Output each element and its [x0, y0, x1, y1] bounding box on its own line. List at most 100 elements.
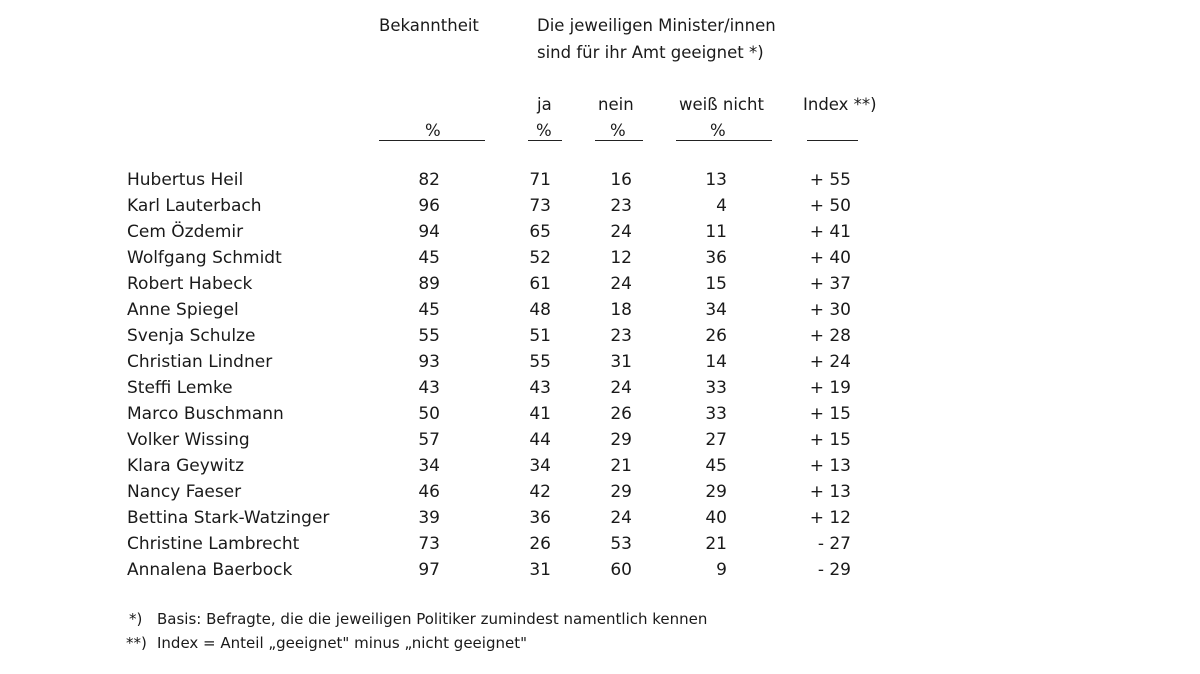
row-name: Volker Wissing: [127, 430, 250, 450]
cell-nein: 18: [610, 300, 632, 320]
cell-weiss-nicht: 15: [705, 274, 727, 294]
footnote-1-text: Basis: Befragte, die die jeweiligen Poli…: [157, 610, 708, 628]
cell-index: + 37: [809, 274, 851, 294]
cell-bekanntheit: 39: [418, 508, 440, 528]
cell-ja: 42: [529, 482, 551, 502]
row-name: Wolfgang Schmidt: [127, 248, 282, 268]
cell-ja: 73: [529, 196, 551, 216]
cell-index: + 15: [809, 430, 851, 450]
cell-nein: 24: [610, 378, 632, 398]
header-question-line1: Die jeweiligen Minister/innen: [537, 16, 776, 35]
cell-ja: 43: [529, 378, 551, 398]
cell-nein: 31: [610, 352, 632, 372]
cell-nein: 53: [610, 534, 632, 554]
header-col-weiss-nicht: weiß nicht: [679, 95, 764, 114]
table-row: Marco Buschmann 50 41 26 33 + 15: [0, 401, 1200, 427]
cell-index: + 41: [809, 222, 851, 242]
cell-nein: 29: [610, 430, 632, 450]
cell-bekanntheit: 43: [418, 378, 440, 398]
cell-ja: 48: [529, 300, 551, 320]
cell-weiss-nicht: 11: [705, 222, 727, 242]
row-name: Christine Lambrecht: [127, 534, 300, 554]
rule-nein: [595, 140, 643, 141]
footnote-2-marker: **): [126, 634, 147, 652]
cell-index: + 55: [809, 170, 851, 190]
cell-weiss-nicht: 26: [705, 326, 727, 346]
cell-index: + 19: [809, 378, 851, 398]
cell-weiss-nicht: 4: [716, 196, 727, 216]
cell-bekanntheit: 45: [418, 248, 440, 268]
table-row: Svenja Schulze 55 51 23 26 + 28: [0, 323, 1200, 349]
row-name: Karl Lauterbach: [127, 196, 262, 216]
cell-index: + 12: [809, 508, 851, 528]
cell-ja: 41: [529, 404, 551, 424]
cell-index: + 40: [809, 248, 851, 268]
cell-index: + 50: [809, 196, 851, 216]
cell-bekanntheit: 93: [418, 352, 440, 372]
header-question-line2: sind für ihr Amt geeignet *): [537, 43, 764, 62]
unit-bekanntheit: %: [425, 121, 441, 140]
header-bekanntheit: Bekanntheit: [379, 16, 479, 35]
table-row: Wolfgang Schmidt 45 52 12 36 + 40: [0, 245, 1200, 271]
cell-ja: 51: [529, 326, 551, 346]
cell-index: + 24: [809, 352, 851, 372]
cell-nein: 23: [610, 196, 632, 216]
row-name: Annalena Baerbock: [127, 560, 293, 580]
cell-bekanntheit: 94: [418, 222, 440, 242]
cell-nein: 16: [610, 170, 632, 190]
row-name: Christian Lindner: [127, 352, 273, 372]
cell-ja: 65: [529, 222, 551, 242]
cell-index: + 13: [809, 456, 851, 476]
row-name: Steffi Lemke: [127, 378, 233, 398]
unit-ja: %: [536, 121, 552, 140]
cell-ja: 71: [529, 170, 551, 190]
cell-bekanntheit: 73: [418, 534, 440, 554]
cell-index: + 15: [809, 404, 851, 424]
footnote-2-text: Index = Anteil „geeignet" minus „nicht g…: [157, 634, 527, 652]
cell-nein: 29: [610, 482, 632, 502]
cell-weiss-nicht: 36: [705, 248, 727, 268]
row-name: Robert Habeck: [127, 274, 253, 294]
cell-weiss-nicht: 34: [705, 300, 727, 320]
table-row: Christine Lambrecht 73 26 53 21 - 27: [0, 531, 1200, 557]
row-name: Svenja Schulze: [127, 326, 256, 346]
rule-ja: [528, 140, 562, 141]
cell-ja: 34: [529, 456, 551, 476]
table-row: Steffi Lemke 43 43 24 33 + 19: [0, 375, 1200, 401]
header-col-nein: nein: [598, 95, 634, 114]
cell-nein: 26: [610, 404, 632, 424]
cell-bekanntheit: 34: [418, 456, 440, 476]
row-name: Hubertus Heil: [127, 170, 244, 190]
cell-bekanntheit: 96: [418, 196, 440, 216]
cell-bekanntheit: 45: [418, 300, 440, 320]
cell-weiss-nicht: 27: [705, 430, 727, 450]
cell-weiss-nicht: 9: [716, 560, 727, 580]
cell-weiss-nicht: 14: [705, 352, 727, 372]
row-name: Bettina Stark-Watzinger: [127, 508, 330, 528]
table-row: Cem Özdemir 94 65 24 11 + 41: [0, 219, 1200, 245]
cell-ja: 52: [529, 248, 551, 268]
header-col-index: Index **): [803, 95, 877, 114]
cell-weiss-nicht: 33: [705, 378, 727, 398]
cell-nein: 60: [610, 560, 632, 580]
table-row: Annalena Baerbock 97 31 60 9 - 29: [0, 557, 1200, 583]
cell-ja: 55: [529, 352, 551, 372]
table-row: Hubertus Heil 82 71 16 13 + 55: [0, 167, 1200, 193]
table-row: Karl Lauterbach 96 73 23 4 + 50: [0, 193, 1200, 219]
table-row: Christian Lindner 93 55 31 14 + 24: [0, 349, 1200, 375]
cell-bekanntheit: 50: [418, 404, 440, 424]
cell-index: - 27: [817, 534, 851, 554]
cell-index: + 30: [809, 300, 851, 320]
rule-weiss-nicht: [676, 140, 772, 141]
cell-weiss-nicht: 45: [705, 456, 727, 476]
row-name: Nancy Faeser: [127, 482, 242, 502]
table-row: Klara Geywitz 34 34 21 45 + 13: [0, 453, 1200, 479]
table-row: Anne Spiegel 45 48 18 34 + 30: [0, 297, 1200, 323]
rule-index: [807, 140, 858, 141]
cell-ja: 26: [529, 534, 551, 554]
cell-bekanntheit: 82: [418, 170, 440, 190]
cell-weiss-nicht: 21: [705, 534, 727, 554]
cell-ja: 36: [529, 508, 551, 528]
cell-ja: 44: [529, 430, 551, 450]
row-name: Anne Spiegel: [127, 300, 239, 320]
